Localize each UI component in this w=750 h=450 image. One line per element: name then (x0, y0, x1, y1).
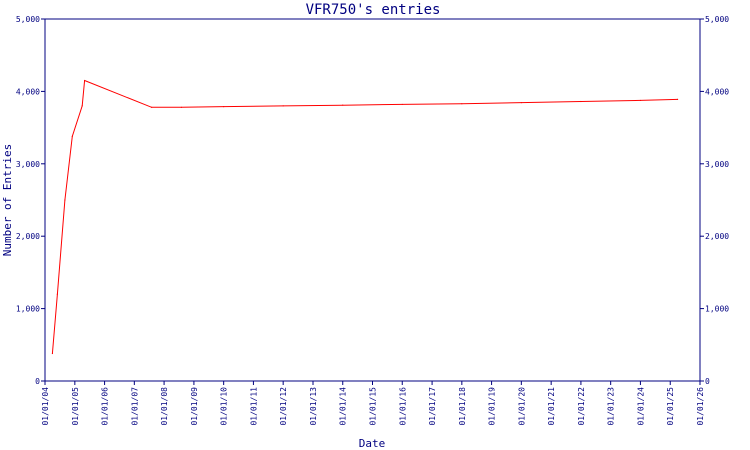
entries-data-point (180, 106, 183, 108)
chart-title: VFR750's entries (306, 2, 441, 18)
x-tick-label: 01/01/25 (666, 387, 675, 426)
x-axis: 01/01/04 01/01/05 01/01/06 01/01/07 01/01/08… (41, 381, 705, 426)
y-axis-right: 0 1,000 2,000 3,000 4,000 5,000 (700, 15, 729, 386)
x-tick-label: 01/01/14 (339, 387, 348, 426)
entries-data-point (223, 106, 225, 108)
entries-data-point (51, 352, 54, 355)
x-tick-label: 01/01/07 (130, 387, 139, 426)
y-tick-label-right: 1,000 (705, 305, 729, 314)
x-tick-label: 01/01/19 (488, 387, 497, 426)
y-tick-label-left: 1,000 (16, 305, 40, 314)
x-tick-label: 01/01/20 (517, 387, 526, 426)
x-tick-label: 01/01/16 (398, 387, 407, 426)
x-axis-label: Date (359, 437, 386, 450)
y-tick-label-left: 3,000 (16, 160, 40, 169)
x-tick-label: 01/01/22 (577, 387, 586, 426)
entries-data-point (676, 98, 679, 100)
x-tick-label: 01/01/05 (71, 387, 80, 426)
entries-data-point (580, 100, 582, 103)
entries-data-point (282, 105, 284, 107)
entries-data-point (151, 106, 153, 108)
x-tick-label: 01/01/11 (249, 387, 258, 426)
y-tick-label-left: 4,000 (16, 87, 40, 96)
x-tick-label: 01/01/23 (607, 387, 616, 426)
x-tick-label: 01/01/24 (636, 387, 645, 426)
x-tick-label: 01/01/12 (279, 387, 288, 426)
entries-data-point (84, 79, 86, 82)
y-tick-label-right: 5,000 (705, 15, 729, 24)
entries-data-point (520, 102, 522, 104)
x-tick-label: 01/01/09 (190, 387, 199, 426)
entries-data-point (639, 99, 642, 102)
x-tick-label: 01/01/13 (309, 387, 318, 426)
series-layer (51, 79, 679, 355)
entries-data-point (56, 293, 58, 295)
y-tick-label-right: 2,000 (705, 232, 729, 241)
y-tick-label-left: 2,000 (16, 232, 40, 241)
x-tick-label: 01/01/17 (428, 387, 437, 426)
entries-series-line (51, 79, 678, 354)
x-tick-label: 01/01/15 (369, 387, 378, 426)
x-tick-label: 01/01/10 (220, 387, 229, 426)
y-tick-label-right: 0 (705, 377, 710, 386)
x-tick-label: 01/01/08 (160, 387, 169, 426)
y-axis-label: Number of Entries (1, 144, 14, 257)
x-tick-label: 01/01/21 (547, 387, 556, 426)
plot-frame (44, 18, 701, 382)
y-axis-left: 0 1,000 2,000 3,000 4,000 5,000 (16, 15, 45, 386)
entries-data-point (461, 103, 463, 105)
x-tick-label: 01/01/26 (696, 387, 705, 426)
x-tick-label: 01/01/18 (458, 387, 467, 426)
entries-data-point (64, 199, 66, 201)
entries-data-point (71, 135, 73, 137)
y-tick-label-right: 3,000 (705, 160, 729, 169)
y-tick-label-right: 4,000 (705, 87, 729, 96)
entries-data-point (342, 104, 344, 106)
y-tick-label-left: 0 (35, 377, 40, 386)
entries-data-point (401, 103, 403, 106)
x-tick-label: 01/01/06 (101, 387, 110, 426)
y-tick-label-left: 5,000 (16, 15, 40, 24)
x-tick-label: 01/01/04 (41, 387, 50, 426)
entries-data-point (81, 105, 83, 107)
